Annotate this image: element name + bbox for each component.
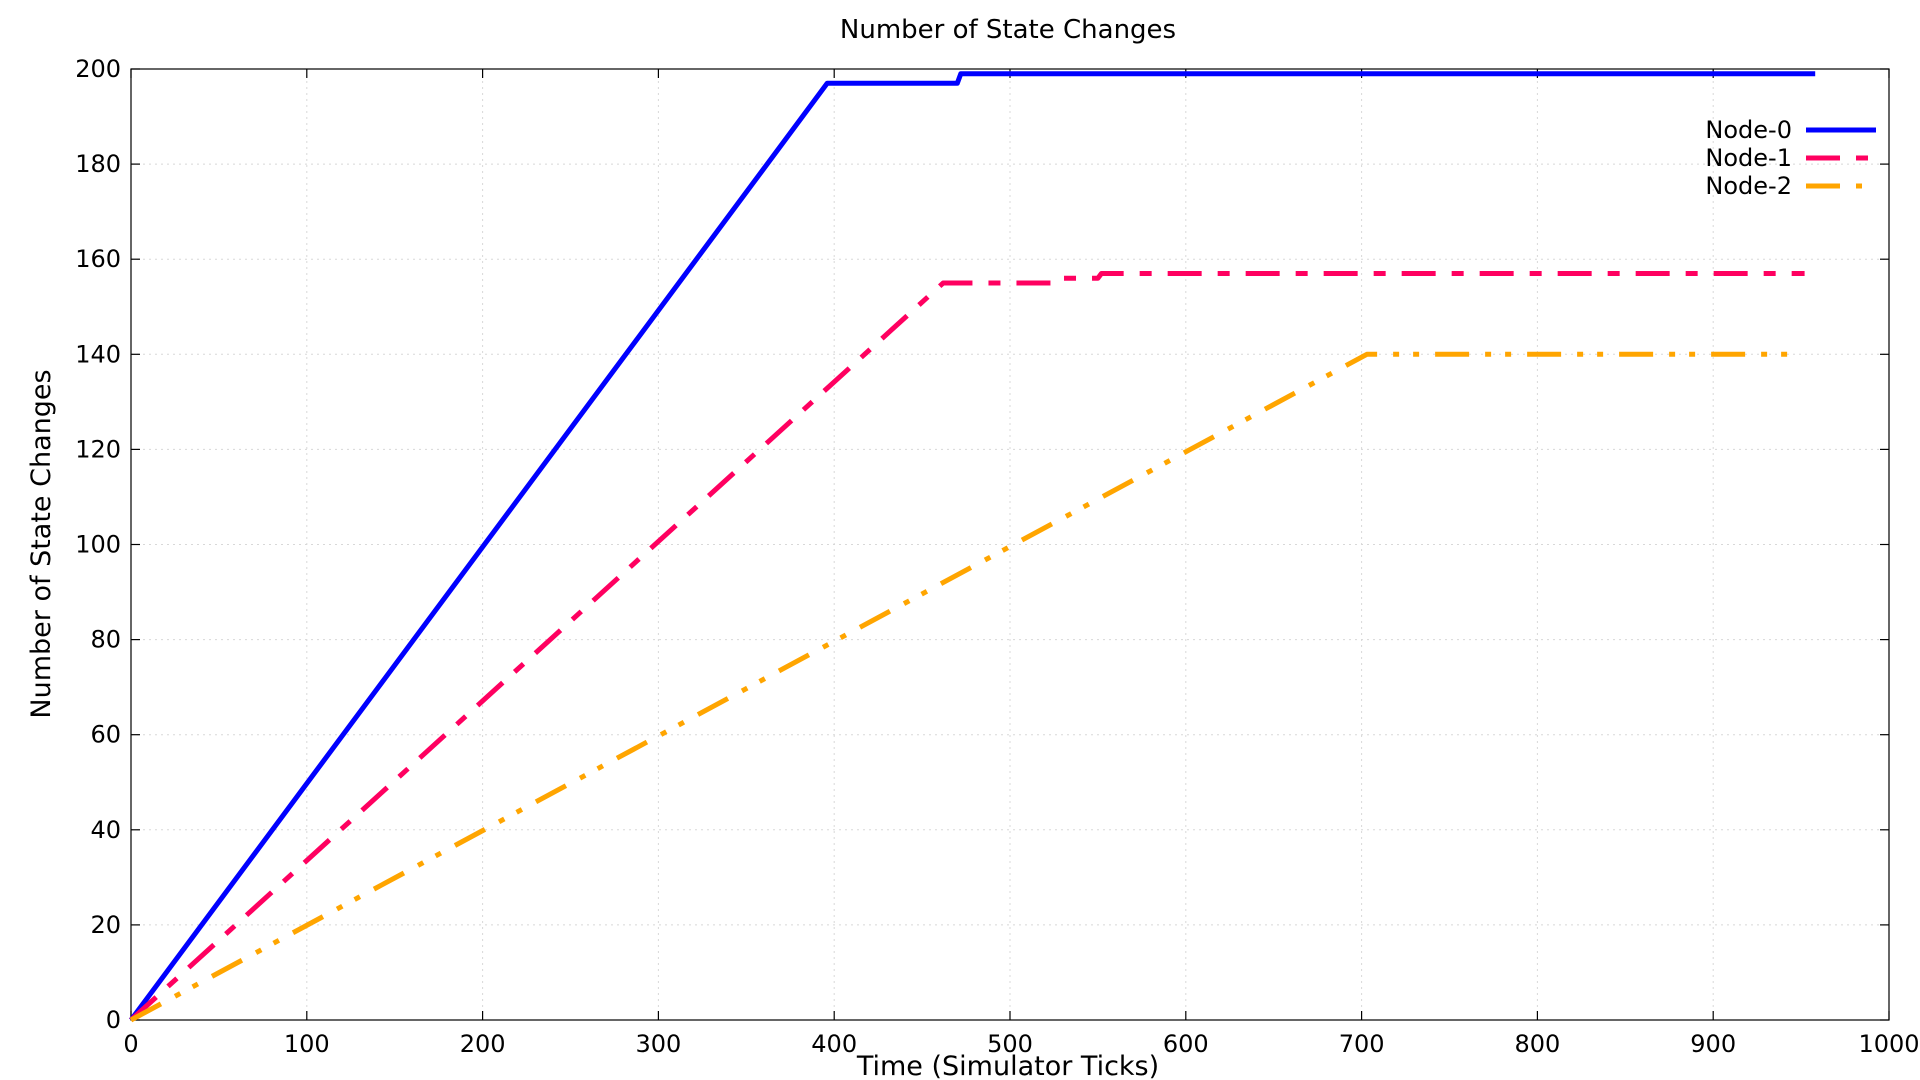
y-tick-label: 40 <box>90 816 121 844</box>
x-tick-label: 500 <box>987 1030 1033 1058</box>
x-tick-label: 400 <box>811 1030 857 1058</box>
y-tick-label: 0 <box>106 1006 121 1034</box>
y-tick-label: 80 <box>90 626 121 654</box>
chart-title: Number of State Changes <box>840 15 1176 45</box>
series-line-node-0 <box>128 71 1816 1022</box>
x-tick-label: 200 <box>460 1030 506 1058</box>
legend-label: Node-2 <box>1705 172 1792 200</box>
x-tick-label: 300 <box>635 1030 681 1058</box>
x-tick-label: 1000 <box>1858 1030 1919 1058</box>
x-tick-label: 0 <box>123 1030 138 1058</box>
y-tick-label: 160 <box>75 245 121 273</box>
legend-label: Node-1 <box>1705 144 1792 172</box>
y-tick-label: 200 <box>75 55 121 83</box>
y-tick-label: 100 <box>75 531 121 559</box>
y-axis-label: Number of State Changes <box>26 369 57 718</box>
x-tick-label: 600 <box>1163 1030 1209 1058</box>
x-axis-label: Time (Simulator Ticks) <box>856 1051 1159 1080</box>
x-tick-label: 700 <box>1339 1030 1385 1058</box>
axes: 0 100 200 300 400 500 600 700 800 900 1000 0 20 40 60 8… <box>75 55 1919 1058</box>
y-tick-label: 120 <box>75 435 121 463</box>
x-tick-label: 100 <box>284 1030 330 1058</box>
y-tick-label: 20 <box>90 911 121 939</box>
x-tick-label: 800 <box>1514 1030 1560 1058</box>
legend-label: Node-0 <box>1705 116 1792 144</box>
y-tick-label: 180 <box>75 150 121 178</box>
x-tick-label: 900 <box>1690 1030 1736 1058</box>
y-tick-label: 60 <box>90 721 121 749</box>
series-line-node-1 <box>129 271 1805 1022</box>
y-tick-label: 140 <box>75 340 121 368</box>
series-line-node-2 <box>129 351 1802 1023</box>
plot-lines <box>128 71 1816 1023</box>
grid <box>131 69 1889 1020</box>
